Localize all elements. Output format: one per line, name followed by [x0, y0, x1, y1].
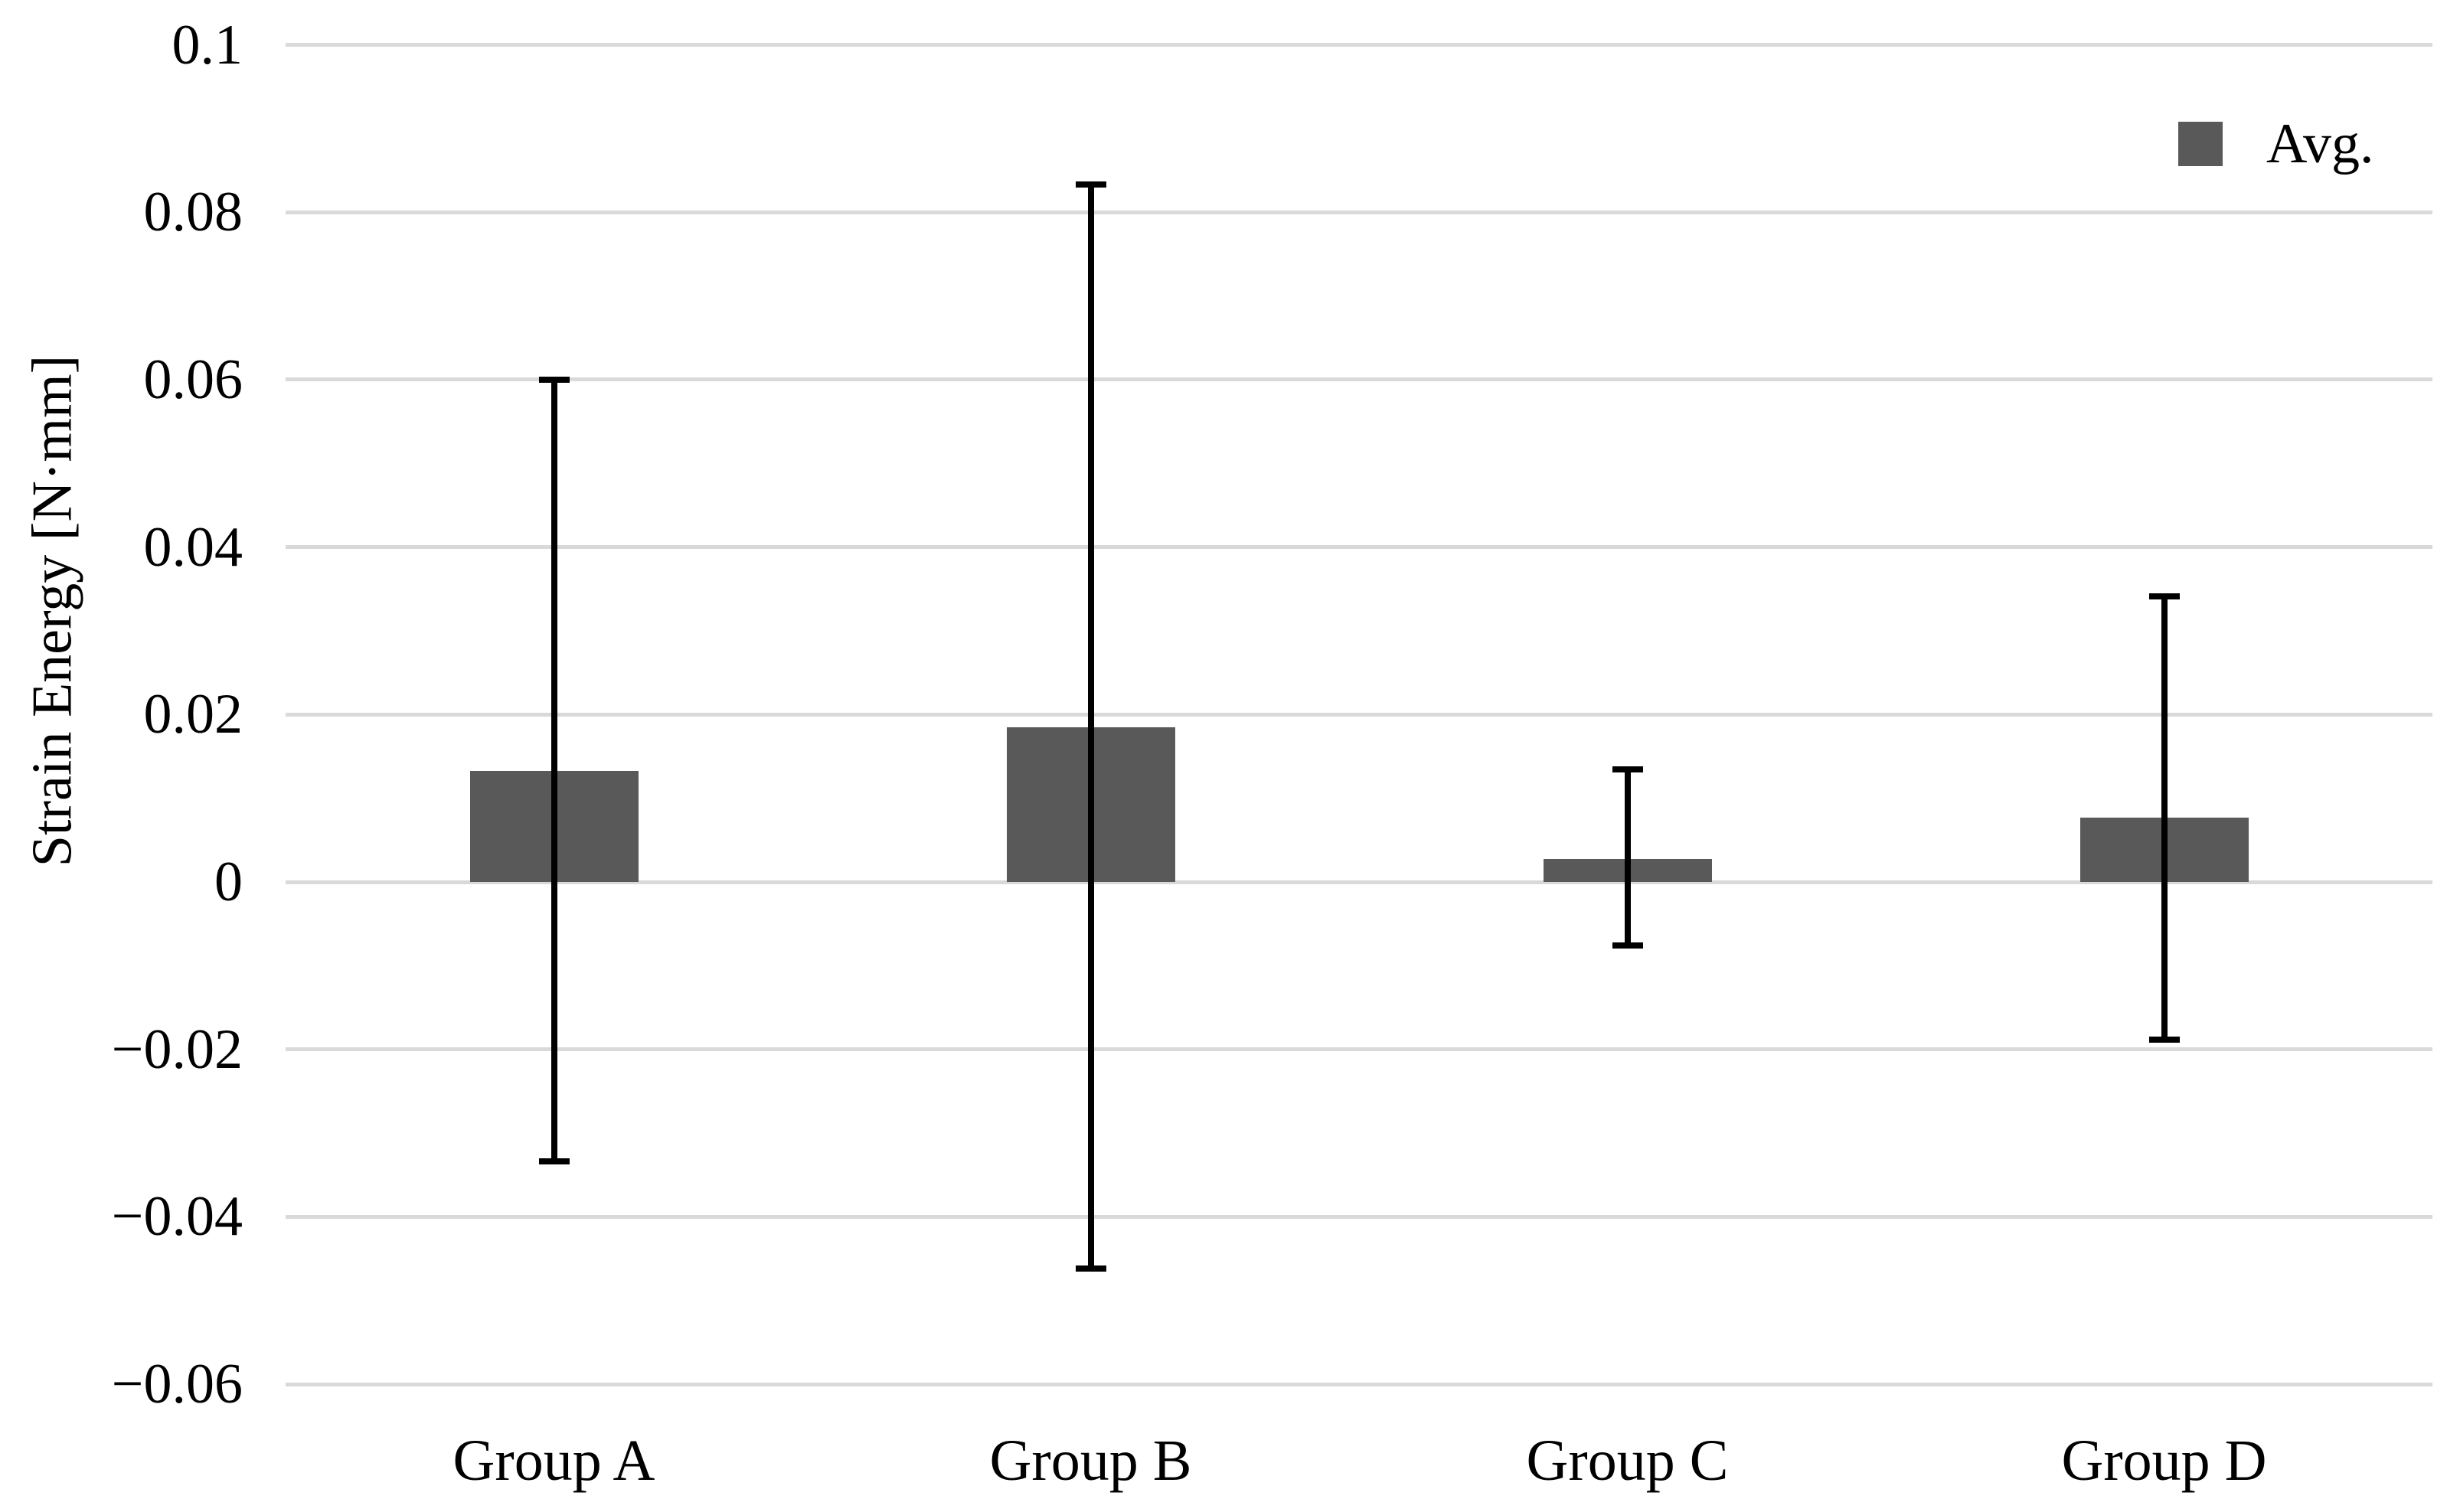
- x-category-label-group-d: Group D: [2061, 1429, 2267, 1493]
- x-category-label-group-b: Group B: [989, 1429, 1192, 1493]
- y-tick-label-0.04: 0.04: [143, 515, 243, 579]
- gridline-−0.02: [286, 1047, 2432, 1052]
- y-tick-label-0.06: 0.06: [143, 348, 243, 411]
- gridline-0.1: [286, 43, 2432, 47]
- gridline-0.06: [286, 377, 2432, 382]
- y-tick-label-0.02: 0.02: [143, 683, 243, 746]
- error-bar-cap-top-group-d: [2148, 593, 2180, 600]
- y-tick-label-0.08: 0.08: [143, 181, 243, 244]
- y-tick-label-−0.02: −0.02: [111, 1017, 243, 1081]
- gridline-−0.06: [286, 1382, 2432, 1386]
- x-category-label-group-c: Group C: [1526, 1429, 1729, 1493]
- gridline-0.08: [286, 210, 2432, 214]
- error-bar-group-b: [1087, 185, 1094, 1269]
- gridline-0.02: [286, 712, 2432, 717]
- error-bar-cap-bottom-group-d: [2148, 1036, 2180, 1043]
- error-bar-cap-bottom-group-b: [1075, 1265, 1106, 1272]
- error-bar-cap-bottom-group-c: [1612, 942, 1643, 949]
- error-bar-cap-top-group-b: [1075, 181, 1106, 188]
- legend-label: Avg.: [2266, 113, 2374, 175]
- y-tick-label-0.1: 0.1: [172, 13, 243, 77]
- error-bar-cap-top-group-c: [1612, 766, 1643, 773]
- error-bar-group-c: [1624, 769, 1631, 946]
- error-bar-cap-bottom-group-a: [538, 1158, 570, 1165]
- error-bar-group-a: [550, 379, 557, 1162]
- x-category-label-group-a: Group A: [452, 1429, 655, 1493]
- error-bar-group-d: [2161, 596, 2168, 1040]
- legend-swatch-avg: [2178, 122, 2223, 166]
- y-axis-title: Strain Energy [N·mm]: [21, 354, 84, 867]
- y-tick-label-0: 0: [214, 851, 243, 913]
- gridline-−0.04: [286, 1214, 2432, 1219]
- legend: Avg.: [2178, 109, 2373, 179]
- gridline-0: [286, 880, 2432, 884]
- gridline-0.04: [286, 545, 2432, 550]
- y-tick-label-−0.06: −0.06: [111, 1353, 243, 1416]
- y-tick-label-−0.04: −0.04: [111, 1185, 243, 1249]
- error-bar-cap-top-group-a: [538, 376, 570, 383]
